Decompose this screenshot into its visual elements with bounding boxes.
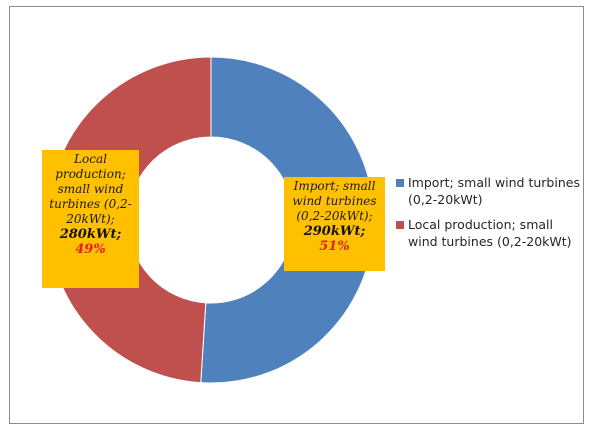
legend-label-import: Import; small wind turbines (0,2-20kWt) xyxy=(408,175,580,207)
legend-item-local: Local production; small wind turbines (0… xyxy=(396,216,586,250)
data-label-import-line-3: (0,2-20kWt); xyxy=(296,209,373,223)
data-label-import-value: 290kWt; xyxy=(303,224,366,239)
legend-swatch-local xyxy=(396,221,404,229)
legend-label-local: Local production; small wind turbines (0… xyxy=(408,217,572,249)
data-label-import-percent: 51% xyxy=(319,239,350,254)
data-label-import: Import; small wind turbines (0,2-20kWt);… xyxy=(284,177,385,271)
data-label-import-line-2: wind turbines xyxy=(292,194,377,208)
data-label-local-percent: 49% xyxy=(75,242,106,257)
data-label-local-line-5: 20kWt); xyxy=(66,212,115,226)
data-label-local-line-2: production; xyxy=(55,167,126,181)
data-label-local-line-1: Local xyxy=(74,152,107,166)
data-label-local-value: 280kWt; xyxy=(59,227,122,242)
legend-swatch-import xyxy=(396,179,404,187)
data-label-local: Local production; small wind turbines (0… xyxy=(42,150,139,288)
legend: Import; small wind turbines (0,2-20kWt) … xyxy=(396,174,586,258)
legend-item-import: Import; small wind turbines (0,2-20kWt) xyxy=(396,174,586,208)
data-label-local-line-4: turbines (0,2- xyxy=(49,197,132,211)
data-label-local-line-3: small wind xyxy=(57,182,124,196)
data-label-import-line-1: Import; small xyxy=(293,179,376,193)
